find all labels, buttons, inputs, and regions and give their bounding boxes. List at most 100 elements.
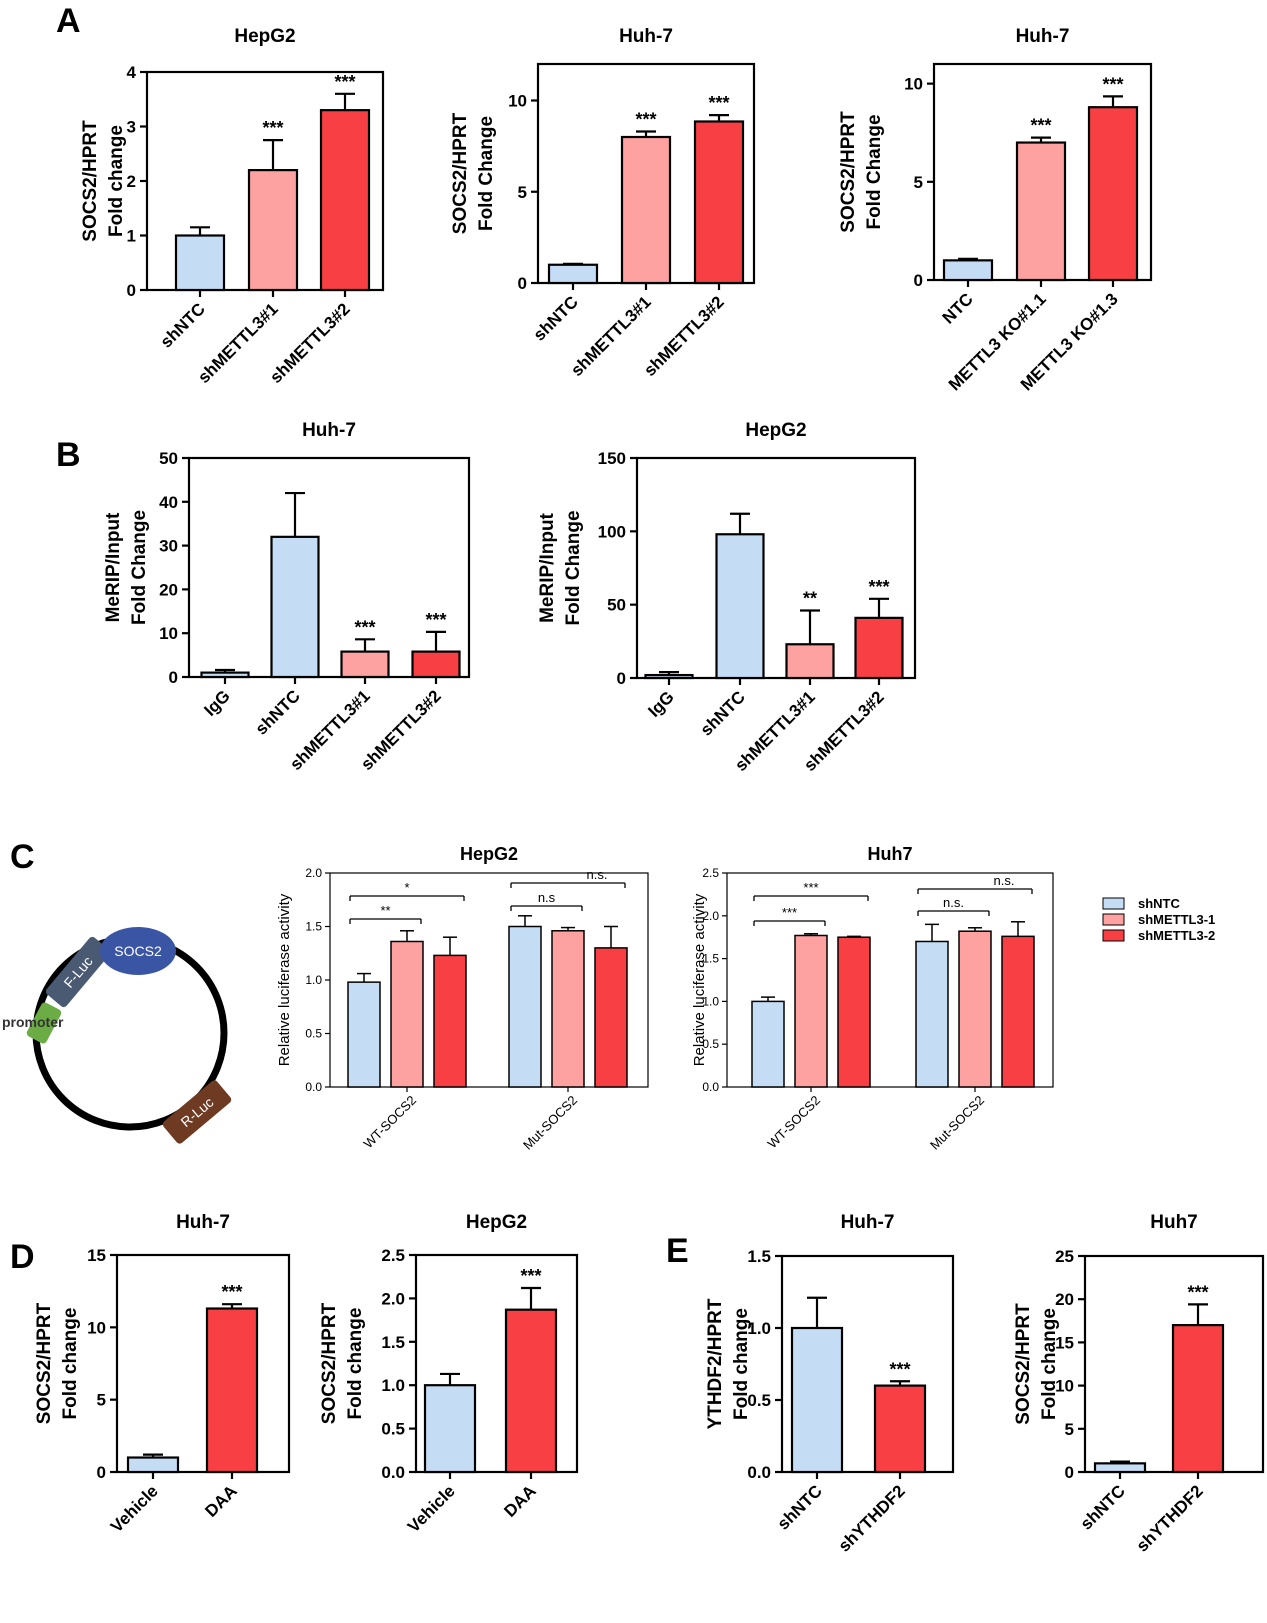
bar [837,936,871,1088]
y-tick-label: 20 [1055,1290,1074,1309]
x-tick-label: shNTC [1077,1481,1129,1533]
y-tick-label: 0.0 [747,1463,771,1482]
bar [715,533,765,680]
y-tick-label: 0.5 [747,1391,771,1410]
legend-swatch-shmettl3-2 [1102,929,1125,942]
chart-e1: Huh-7 YTHDF2/HPRT Fold change 0.0 0.5 1.0 1.5 s… [705,1212,955,1556]
x-tick-label: shNTC [252,686,304,738]
bar [411,650,461,679]
bar [958,930,992,1088]
y-axis-label: SOCS2/HPRT [838,111,859,233]
plot-frame [635,456,917,680]
y-tick-label: 1.5 [702,952,719,966]
chart-title: Huh-7 [841,1212,895,1233]
significance-label: *** [708,93,729,113]
chart-title: Huh-7 [302,420,356,441]
chart-title: Huh-7 [1016,26,1070,47]
y-tick-label: 40 [159,493,178,512]
bar [200,671,250,679]
y-tick-label: 10 [904,75,923,94]
x-tick-label: shNTC [774,1481,826,1533]
significance-label: *** [221,1282,242,1302]
chart-title: Huh-7 [619,26,673,47]
y-axis-label: Fold change [60,1308,81,1420]
y-tick-label: 10 [87,1318,106,1337]
y-tick-label: 0.5 [305,1027,322,1041]
y-axis-label: Fold Change [476,116,497,231]
socs2-label: SOCS2 [114,943,162,959]
bar [551,930,585,1088]
y-axis-label: Fold change [731,1308,752,1420]
bar [1015,141,1067,282]
significance-label: *** [1187,1282,1208,1302]
significance-label: *** [425,610,446,630]
x-tick-label: IgG [644,687,677,720]
bar [390,940,424,1088]
y-tick-label: 1.5 [747,1247,771,1266]
y-tick-label: 10 [508,92,527,111]
panel-letter-c: C [10,838,35,876]
y-tick-label: 5 [97,1391,106,1410]
chart-title: Huh7 [868,844,913,864]
bar [205,1307,259,1474]
x-tick-label: shNTC [157,299,209,351]
plot-frame [115,1253,291,1474]
y-tick-label: 1.0 [381,1376,405,1395]
y-axis-label: Fold change [345,1308,366,1420]
x-tick-label: WT-SOCS2 [764,1093,823,1152]
bar [785,643,835,680]
y-tick-label: 0 [518,274,527,293]
significance-label: n.s. [943,895,964,910]
bar [1001,935,1035,1088]
promoter-box [26,1002,62,1044]
bar [1171,1324,1225,1474]
legend-label-shntc: shNTC [1138,896,1181,911]
y-tick-label: 10 [1055,1377,1074,1396]
y-axis-label: Fold Change [563,510,584,625]
y-tick-label: 2.5 [381,1246,405,1265]
significance-label: *** [635,110,656,130]
chart-title: HepG2 [745,420,806,441]
x-tick-label: WT-SOCS2 [360,1093,419,1152]
x-tick-label: shNTC [530,292,582,344]
bar [174,234,226,292]
y-tick-label: 150 [598,449,626,468]
significance-label: *** [1030,116,1051,136]
y-tick-label: 0 [1065,1463,1074,1482]
bar [1087,106,1139,282]
chart-title: HepG2 [466,1212,527,1233]
y-tick-label: 4 [127,63,137,82]
plot-frame [187,456,471,679]
significance-label: * [404,880,409,895]
y-axis-label: Relative luciferase activity [276,893,293,1066]
significance-label: ** [380,903,390,918]
y-tick-label: 30 [159,537,178,556]
plot-frame [726,872,1054,1088]
y-tick-label: 100 [598,522,626,541]
panel-letter-a: A [56,2,81,40]
y-tick-label: 1.0 [747,1319,771,1338]
chart-title: HepG2 [234,26,295,47]
significance-label: *** [520,1266,541,1286]
y-tick-label: 0 [617,669,626,688]
bar [620,135,672,285]
x-tick-label: Vehicle [404,1481,459,1536]
y-tick-label: 2.0 [702,909,719,923]
significance-label: *** [868,577,889,597]
y-tick-label: 1.5 [305,920,322,934]
bar [794,934,828,1088]
y-tick-label: 0.0 [702,1080,719,1094]
y-tick-label: 5 [518,183,527,202]
bar [347,981,381,1088]
y-axis-label: Fold change [106,125,127,237]
bar [270,535,320,679]
x-tick-label: shYTHDF2 [835,1481,909,1555]
y-axis-label: Fold change [1039,1308,1060,1420]
significance-label: *** [803,880,818,895]
y-tick-label: 1.0 [305,973,322,987]
y-tick-label: 15 [87,1246,106,1265]
bar [508,925,542,1088]
